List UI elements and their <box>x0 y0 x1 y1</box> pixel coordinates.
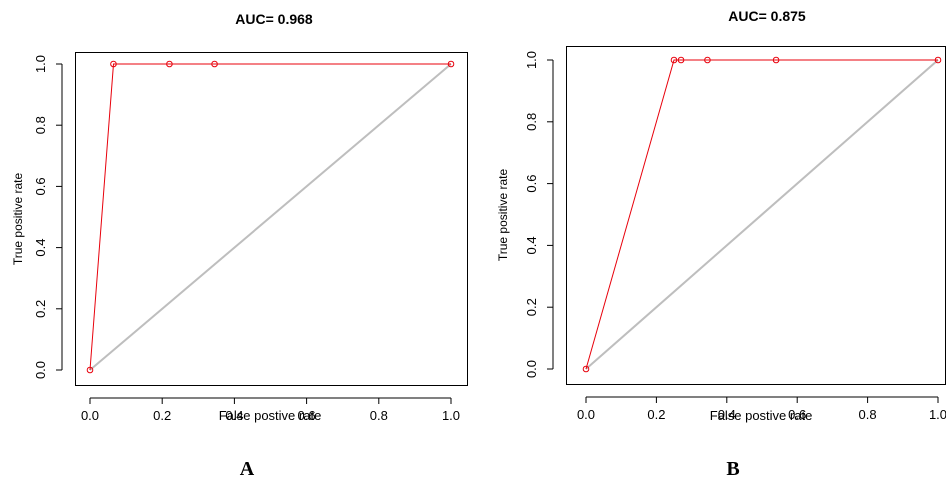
x-tick-label: 0.8 <box>370 408 388 423</box>
x-tick-label: 0.6 <box>788 407 806 422</box>
roc-point <box>704 56 711 64</box>
x-axis-label: False postive rate <box>218 408 322 423</box>
panel-label: A <box>239 458 255 480</box>
x-tick-label: 0.2 <box>647 407 665 422</box>
roc-panel-b: AUC= 0.875 True positive rate False post… <box>470 0 946 485</box>
plot-frame <box>75 52 468 386</box>
y-tick-label: 0.4 <box>33 239 48 257</box>
x-axis-label: False postive rate <box>709 408 813 423</box>
x-tick-label: 1.0 <box>929 407 946 422</box>
y-tick-label: 0.0 <box>33 361 48 379</box>
roc-panel-a: AUC= 0.968 True positive rate False post… <box>0 0 470 485</box>
x-tick-label: 0.6 <box>298 408 316 423</box>
x-tick-label: 0.0 <box>577 407 595 422</box>
roc-point <box>110 60 117 68</box>
chart-title: AUC= 0.968 <box>235 11 313 27</box>
roc-point <box>582 365 590 373</box>
roc-curve-line <box>89 63 451 371</box>
roc-point <box>670 56 678 64</box>
y-tick-label: 0.8 <box>524 113 539 131</box>
roc-point <box>934 56 942 64</box>
y-tick-label: 0.2 <box>524 298 539 316</box>
x-tick-label: 0.0 <box>81 408 99 423</box>
roc-plot-b: 0.0 0.2 0.4 0.6 0.8 1.0 0.0 0.2 0.4 0.6 0.8 1.0 <box>524 46 946 422</box>
y-tick-label: 0.2 <box>33 300 48 318</box>
y-tick-label: 0.8 <box>33 116 48 134</box>
roc-point <box>772 56 780 64</box>
x-tick-label: 0.2 <box>153 408 171 423</box>
y-tick-label: 0.4 <box>524 236 539 254</box>
reference-line <box>585 59 939 370</box>
roc-point <box>677 56 685 64</box>
y-tick-label: 1.0 <box>33 55 48 73</box>
roc-plot-a: 0.0 0.2 0.4 0.6 0.8 1.0 0.0 0.2 0.4 0.6 0.8 1.0 <box>33 52 468 423</box>
roc-point <box>86 366 94 374</box>
x-tick-label: 0.8 <box>859 407 877 422</box>
roc-point <box>166 60 173 68</box>
y-tick-label: 0.6 <box>33 177 48 195</box>
y-tick-label: 0.6 <box>524 175 539 193</box>
panel-label: B <box>726 458 740 480</box>
roc-curve-line <box>585 59 938 370</box>
chart-title: AUC= 0.875 <box>728 8 806 24</box>
roc-point <box>447 60 455 68</box>
y-tick-label: 0.0 <box>524 360 539 378</box>
y-tick-label: 1.0 <box>524 51 539 69</box>
plot-frame <box>566 46 946 385</box>
reference-line <box>89 63 452 371</box>
x-tick-label: 0.4 <box>718 407 736 422</box>
x-tick-label: 1.0 <box>442 408 460 423</box>
x-tick-label: 0.4 <box>225 408 243 423</box>
roc-point <box>211 60 218 68</box>
